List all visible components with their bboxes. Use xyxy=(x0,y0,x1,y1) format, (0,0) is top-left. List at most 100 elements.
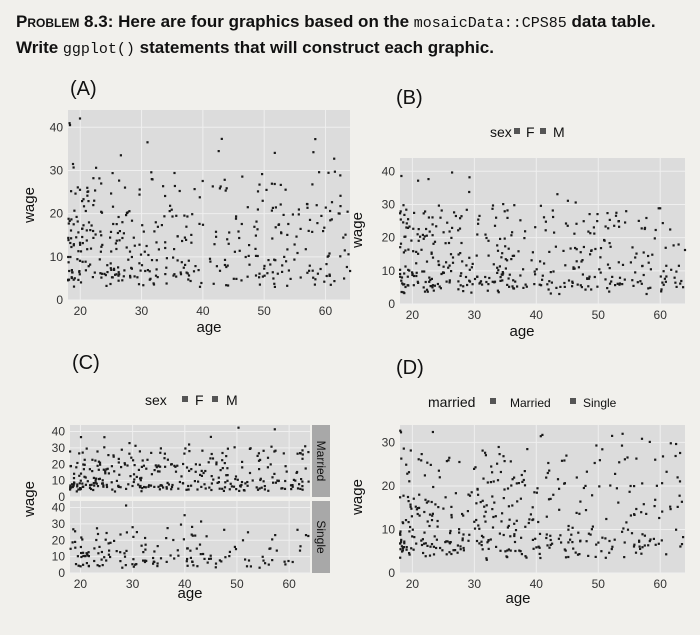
a-point xyxy=(346,210,349,213)
c-point xyxy=(291,560,294,564)
b-point xyxy=(417,179,420,182)
d-point xyxy=(437,506,440,509)
a-point xyxy=(104,274,107,277)
d-point xyxy=(496,462,499,465)
b-point xyxy=(554,245,557,248)
b-point xyxy=(448,281,451,284)
d-point xyxy=(462,549,465,552)
c-point xyxy=(301,485,304,488)
d-point xyxy=(638,539,641,542)
b-point xyxy=(402,283,405,286)
b-point xyxy=(544,220,547,223)
c-point xyxy=(138,450,141,453)
panel-b-legend-f: F xyxy=(526,124,535,140)
c-point xyxy=(159,447,162,450)
a-point xyxy=(200,281,203,285)
d-point xyxy=(516,500,519,503)
a-point xyxy=(276,272,279,275)
a-point xyxy=(78,241,82,244)
d-point xyxy=(515,482,518,485)
b-point xyxy=(399,275,402,278)
b-point xyxy=(506,209,509,212)
c-point xyxy=(76,485,79,488)
c-point xyxy=(113,470,116,473)
a-point xyxy=(209,260,212,263)
c-point xyxy=(76,461,79,465)
a-point xyxy=(85,229,88,232)
c-point xyxy=(287,559,290,563)
a-point xyxy=(271,271,274,274)
a-point xyxy=(118,230,121,233)
b-point xyxy=(423,235,426,238)
b-point xyxy=(556,193,559,196)
b-point xyxy=(451,261,455,264)
d-point xyxy=(577,531,580,534)
c-point xyxy=(156,562,159,565)
d-point xyxy=(399,533,402,536)
b-point xyxy=(448,279,451,282)
c-point xyxy=(194,463,197,466)
c-point xyxy=(146,458,149,461)
b-point xyxy=(461,260,464,263)
d-point xyxy=(405,463,408,466)
c-point xyxy=(132,558,135,561)
b-point xyxy=(438,285,441,288)
c-point xyxy=(129,475,132,478)
d-point xyxy=(467,493,470,496)
a-point xyxy=(109,236,112,239)
d-point xyxy=(578,512,581,515)
d-point xyxy=(502,455,505,458)
d-point xyxy=(505,555,508,558)
d-point xyxy=(571,541,574,544)
c-point xyxy=(131,484,134,488)
c-point xyxy=(97,460,100,463)
a-point xyxy=(133,275,136,278)
d-point xyxy=(449,529,452,532)
d-point xyxy=(438,476,441,479)
a-point xyxy=(82,205,86,208)
d-point xyxy=(409,449,412,452)
d-point xyxy=(678,480,682,483)
d-point xyxy=(429,463,432,466)
c-point xyxy=(245,565,249,568)
b-point xyxy=(596,220,599,223)
d-point xyxy=(598,459,601,462)
b-point xyxy=(478,214,481,217)
c-point xyxy=(96,464,99,467)
a-point xyxy=(153,230,156,233)
a-point xyxy=(173,248,176,251)
b-point xyxy=(403,235,406,238)
c-point xyxy=(138,485,141,488)
b-point xyxy=(457,253,460,256)
b-point xyxy=(547,288,550,291)
d-point xyxy=(461,512,464,516)
a-point xyxy=(85,239,88,242)
d-point xyxy=(638,545,641,548)
d-ytick-0-0: 0 xyxy=(388,566,395,580)
a-xtick-20: 20 xyxy=(74,304,88,318)
d-point xyxy=(620,444,624,447)
d-point xyxy=(669,508,672,511)
problem-statement: Problem 8.3: Here are four graphics base… xyxy=(16,10,686,62)
b-point xyxy=(618,225,621,228)
c-point xyxy=(71,541,74,544)
a-ytick-0-30: 30 xyxy=(50,163,64,177)
d-point xyxy=(458,460,461,464)
d-point xyxy=(462,533,465,536)
c-point xyxy=(194,470,197,473)
b-point xyxy=(538,283,541,286)
b-point xyxy=(412,284,415,287)
a-point xyxy=(71,271,74,274)
d-point xyxy=(541,433,544,436)
panel-a-ylabel: wage xyxy=(21,187,38,224)
b-point xyxy=(470,291,473,294)
c-point xyxy=(296,487,300,490)
a-point xyxy=(343,249,346,252)
d-point xyxy=(408,480,411,483)
a-point xyxy=(274,206,277,209)
b-point xyxy=(645,216,648,220)
a-point xyxy=(214,230,218,233)
c-point xyxy=(140,465,143,468)
b-point xyxy=(431,284,434,287)
c-point xyxy=(100,558,103,561)
